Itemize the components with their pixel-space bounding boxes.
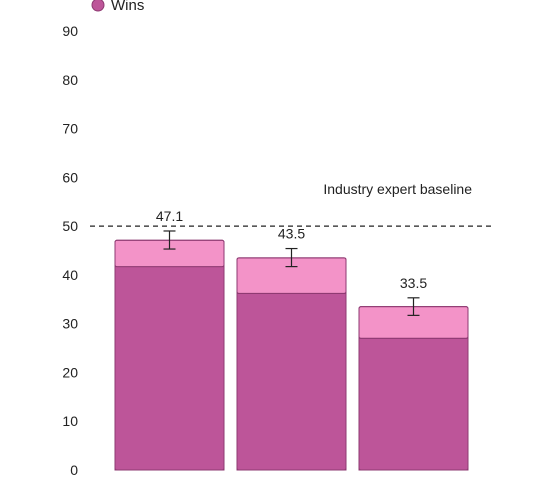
bar-group [358,306,469,471]
error-bars [163,230,420,316]
bar-group [236,257,347,471]
bar-total-label: 33.5 [400,275,427,291]
y-tick-label: 40 [62,267,78,283]
y-tick-label: 0 [70,462,78,478]
error-bar [407,297,420,316]
y-tick-label: 50 [62,218,78,234]
bar-group [114,239,225,471]
bar-total-label: 43.5 [278,226,305,242]
bar-segment-wins [114,266,225,471]
y-axis: 0 10 20 30 40 50 60 70 80 90 [62,23,78,478]
y-tick-label: 80 [62,72,78,88]
bar-segment-wins [358,337,469,471]
data-labels: 47.1 43.5 33.5 [156,208,427,291]
y-tick-label: 90 [62,23,78,39]
y-tick-label: 60 [62,169,78,185]
legend-label-wins: Wins [111,0,144,14]
reference-line: Industry expert baseline [90,181,493,227]
y-tick-label: 70 [62,121,78,137]
legend: Wins [91,0,144,14]
y-tick-label: 10 [62,413,78,429]
bar-segment-wins [236,292,347,471]
y-tick-label: 20 [62,364,78,380]
bar-total-label: 47.1 [156,208,183,224]
baseline-label: Industry expert baseline [323,181,472,197]
bars [114,239,469,471]
error-bar [163,230,176,250]
error-bar [285,247,298,268]
y-tick-label: 30 [62,316,78,332]
legend-swatch-wins [91,0,105,12]
